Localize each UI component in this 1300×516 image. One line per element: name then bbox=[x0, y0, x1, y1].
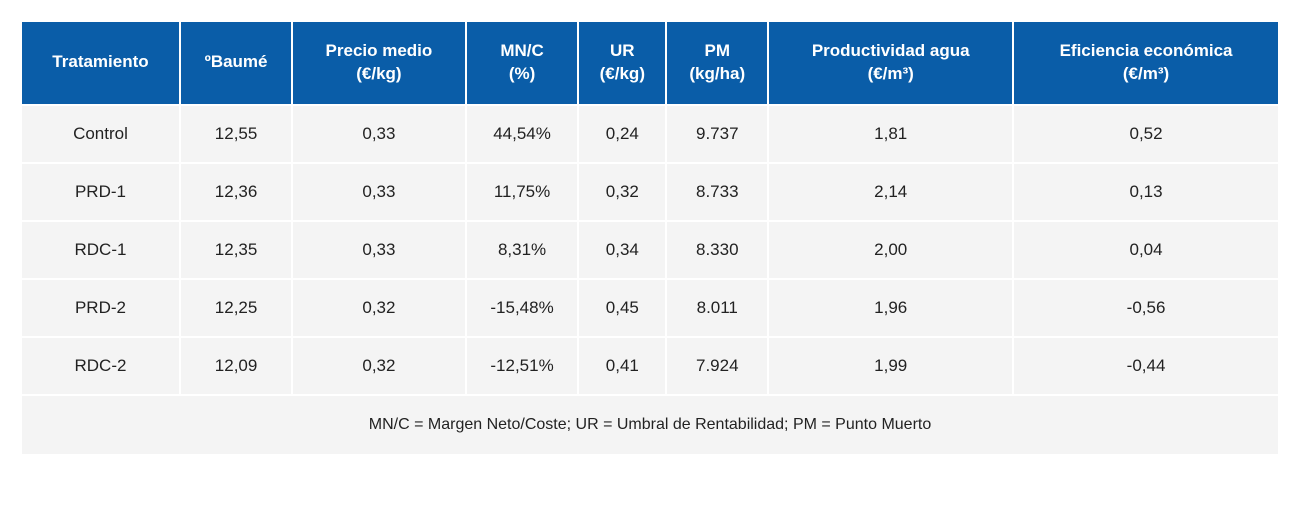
cell: 12,09 bbox=[181, 338, 291, 394]
cell: 0,33 bbox=[293, 164, 464, 220]
cell: 0,41 bbox=[579, 338, 665, 394]
table-footer: MN/C = Margen Neto/Coste; UR = Umbral de… bbox=[22, 396, 1278, 454]
table-body: Control 12,55 0,33 44,54% 0,24 9.737 1,8… bbox=[22, 106, 1278, 394]
cell: 12,55 bbox=[181, 106, 291, 162]
cell: -12,51% bbox=[467, 338, 578, 394]
table-row: RDC-1 12,35 0,33 8,31% 0,34 8.330 2,00 0… bbox=[22, 222, 1278, 278]
col-header: Tratamiento bbox=[22, 22, 179, 104]
cell: 1,81 bbox=[769, 106, 1012, 162]
cell: 12,35 bbox=[181, 222, 291, 278]
cell: 12,25 bbox=[181, 280, 291, 336]
cell: -15,48% bbox=[467, 280, 578, 336]
col-header: Precio medio(€/kg) bbox=[293, 22, 464, 104]
cell: RDC-1 bbox=[22, 222, 179, 278]
cell: 0,13 bbox=[1014, 164, 1278, 220]
cell: 9.737 bbox=[667, 106, 767, 162]
cell: 0,04 bbox=[1014, 222, 1278, 278]
cell: 8,31% bbox=[467, 222, 578, 278]
cell: 0,33 bbox=[293, 222, 464, 278]
cell: 0,52 bbox=[1014, 106, 1278, 162]
cell: 1,99 bbox=[769, 338, 1012, 394]
table-header: Tratamiento ºBaumé Precio medio(€/kg) MN… bbox=[22, 22, 1278, 104]
cell: 44,54% bbox=[467, 106, 578, 162]
col-header: Productividad agua(€/m³) bbox=[769, 22, 1012, 104]
cell: -0,44 bbox=[1014, 338, 1278, 394]
footnote: MN/C = Margen Neto/Coste; UR = Umbral de… bbox=[22, 396, 1278, 454]
col-header: MN/C(%) bbox=[467, 22, 578, 104]
cell: 0,32 bbox=[579, 164, 665, 220]
cell: 2,14 bbox=[769, 164, 1012, 220]
cell: 7.924 bbox=[667, 338, 767, 394]
col-header: UR(€/kg) bbox=[579, 22, 665, 104]
cell: 1,96 bbox=[769, 280, 1012, 336]
cell: 11,75% bbox=[467, 164, 578, 220]
table-row: PRD-1 12,36 0,33 11,75% 0,32 8.733 2,14 … bbox=[22, 164, 1278, 220]
cell: 12,36 bbox=[181, 164, 291, 220]
col-header: ºBaumé bbox=[181, 22, 291, 104]
cell: RDC-2 bbox=[22, 338, 179, 394]
cell: PRD-1 bbox=[22, 164, 179, 220]
cell: 0,32 bbox=[293, 280, 464, 336]
col-header: Eficiencia económica(€/m³) bbox=[1014, 22, 1278, 104]
table-row: RDC-2 12,09 0,32 -12,51% 0,41 7.924 1,99… bbox=[22, 338, 1278, 394]
table-row: PRD-2 12,25 0,32 -15,48% 0,45 8.011 1,96… bbox=[22, 280, 1278, 336]
cell: 0,24 bbox=[579, 106, 665, 162]
cell: PRD-2 bbox=[22, 280, 179, 336]
table-row: Control 12,55 0,33 44,54% 0,24 9.737 1,8… bbox=[22, 106, 1278, 162]
cell: 8.330 bbox=[667, 222, 767, 278]
data-table: Tratamiento ºBaumé Precio medio(€/kg) MN… bbox=[20, 20, 1280, 456]
cell: 0,33 bbox=[293, 106, 464, 162]
cell: 0,34 bbox=[579, 222, 665, 278]
cell: -0,56 bbox=[1014, 280, 1278, 336]
cell: 8.011 bbox=[667, 280, 767, 336]
cell: 0,45 bbox=[579, 280, 665, 336]
cell: 2,00 bbox=[769, 222, 1012, 278]
col-header: PM(kg/ha) bbox=[667, 22, 767, 104]
cell: 0,32 bbox=[293, 338, 464, 394]
cell: Control bbox=[22, 106, 179, 162]
cell: 8.733 bbox=[667, 164, 767, 220]
